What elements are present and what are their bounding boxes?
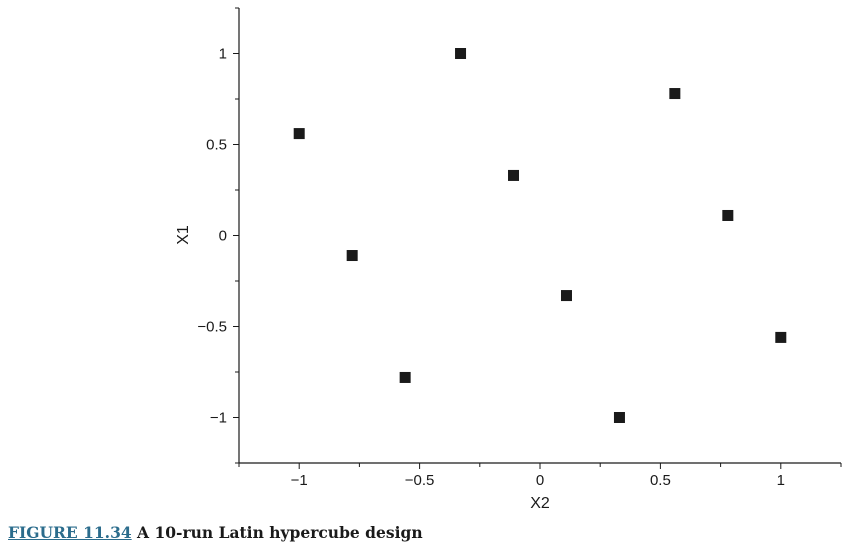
data-point — [722, 209, 734, 221]
figure-number-link[interactable]: FIGURE 11.34 — [8, 523, 132, 542]
data-point — [455, 48, 467, 59]
x-tick-label: −1 — [291, 472, 308, 489]
x-tick-label: 0.5 — [650, 472, 671, 489]
figure-caption: FIGURE 11.34 A 10-run Latin hypercube de… — [8, 523, 423, 542]
data-point — [508, 169, 520, 181]
data-point — [346, 250, 358, 262]
data-point — [560, 290, 572, 302]
data-point — [669, 88, 681, 100]
y-axis-label: X1 — [175, 225, 192, 245]
y-tick-label: −1 — [210, 410, 227, 427]
y-tick-label: 0 — [219, 228, 227, 245]
y-tick-label: 0.5 — [206, 137, 227, 154]
data-point — [775, 331, 787, 343]
data-point — [613, 412, 625, 423]
x-tick-label: 0 — [536, 472, 544, 489]
y-tick-label: −0.5 — [197, 319, 227, 336]
data-point — [293, 128, 305, 140]
figure-caption-text: A 10-run Latin hypercube design — [137, 523, 423, 542]
x-axis-label: X2 — [530, 495, 550, 512]
x-tick-label: 1 — [777, 472, 785, 489]
y-tick-label: 1 — [219, 46, 227, 63]
data-point — [399, 371, 411, 383]
scatter-chart: −1 −0.5 0 0.5 1 1 0.5 0 −0.5 −1 X2 X1 — [175, 7, 842, 512]
x-tick-label: −0.5 — [405, 472, 435, 489]
